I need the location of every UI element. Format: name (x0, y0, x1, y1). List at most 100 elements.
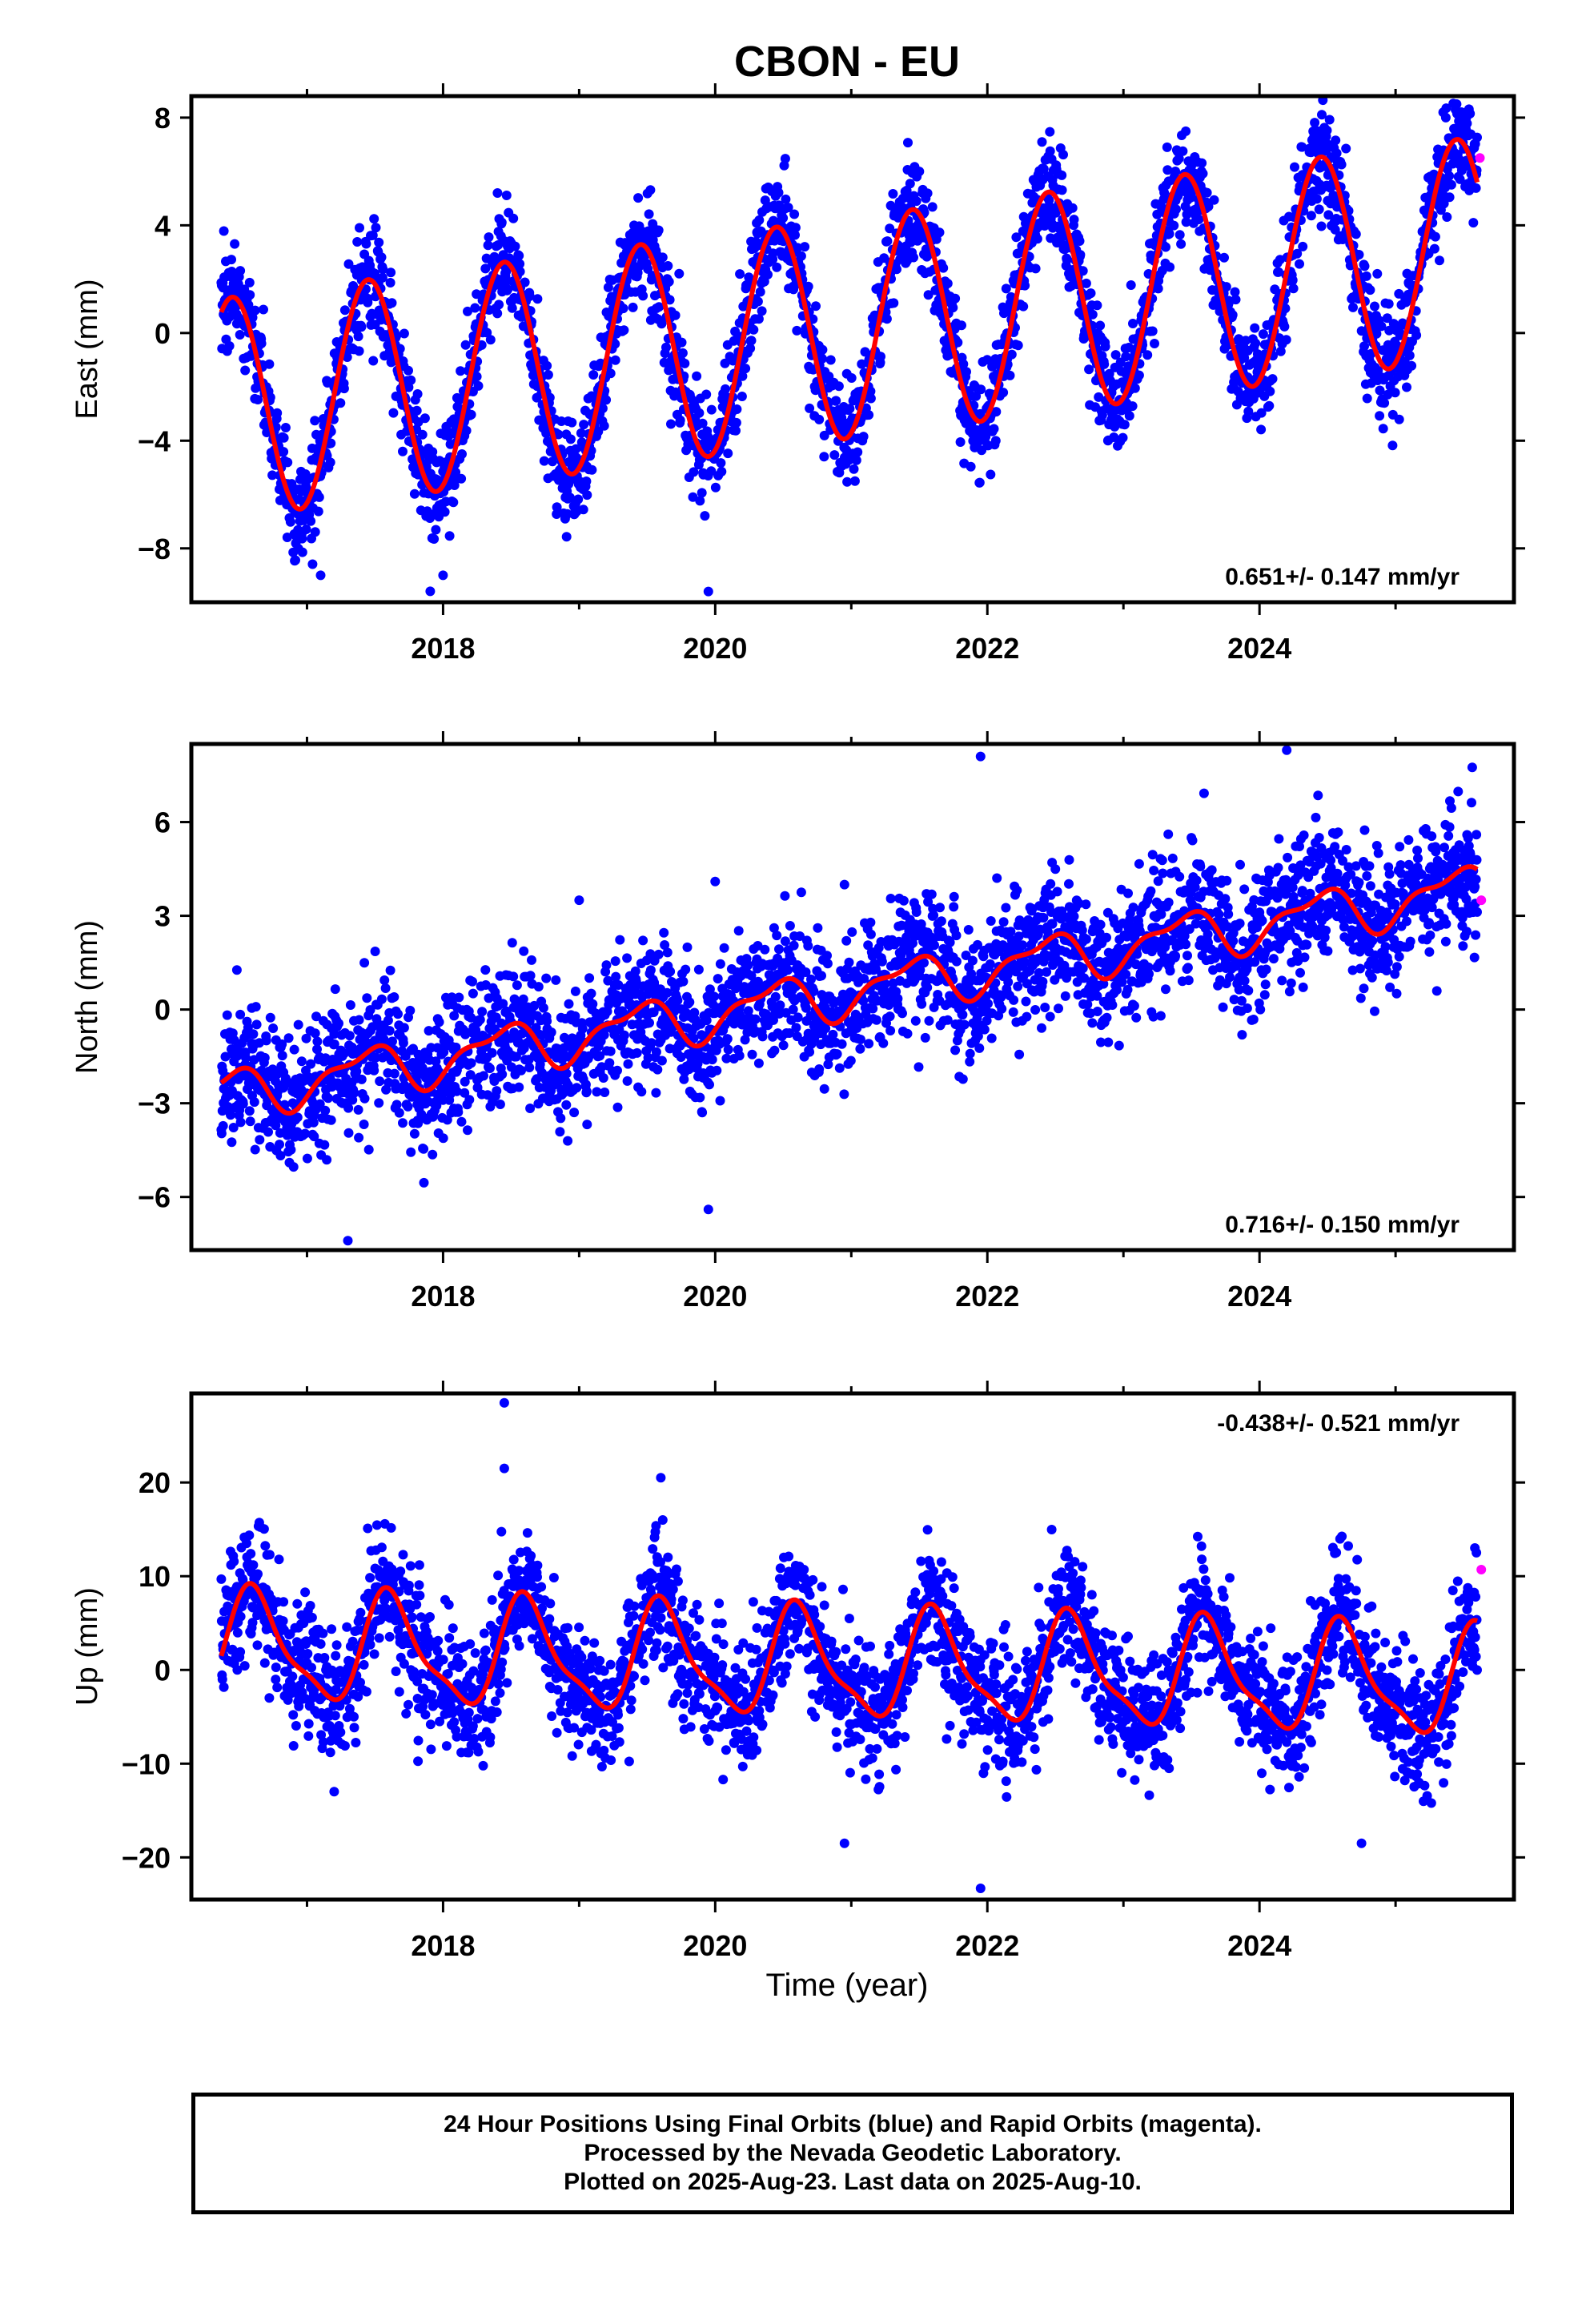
data-point (1280, 304, 1291, 314)
data-point (454, 992, 464, 1003)
data-point (226, 1110, 235, 1120)
data-point (1365, 285, 1375, 296)
data-point (1050, 207, 1061, 218)
data-point (405, 1005, 416, 1015)
data-point (359, 1093, 370, 1104)
data-point (646, 1038, 656, 1048)
data-point (595, 1051, 605, 1061)
data-point (268, 1023, 279, 1033)
data-point (399, 328, 409, 339)
data-point (544, 392, 555, 403)
data-point (656, 319, 667, 329)
data-point (314, 492, 324, 502)
data-point (992, 873, 1002, 883)
data-point (1275, 346, 1286, 356)
data-point (963, 925, 974, 935)
east-frame (189, 94, 1516, 605)
data-point (363, 294, 373, 304)
data-point (851, 455, 861, 465)
data-point (822, 959, 833, 969)
data-point (700, 511, 710, 521)
data-point (556, 416, 567, 426)
data-point (949, 891, 959, 902)
data-point (965, 1056, 975, 1067)
data-point (548, 456, 558, 467)
data-point (991, 407, 1002, 417)
data-point (374, 1098, 384, 1108)
data-point (929, 911, 939, 920)
data-point (811, 301, 821, 312)
data-point (419, 1144, 429, 1154)
data-point (516, 1065, 526, 1076)
data-point (501, 191, 512, 200)
data-point (790, 230, 800, 240)
data-point (1290, 162, 1299, 172)
data-point (250, 305, 260, 316)
data-point (1169, 220, 1179, 231)
data-point (950, 1045, 961, 1055)
data-point (456, 366, 466, 376)
data-point (1324, 115, 1335, 125)
data-point (235, 1009, 246, 1019)
data-point (601, 960, 612, 971)
data-point (868, 1003, 878, 1014)
data-point (638, 935, 648, 946)
data-point (741, 364, 751, 374)
data-point (612, 1065, 622, 1076)
data-point (359, 958, 370, 968)
data-point (942, 1015, 953, 1025)
data-point (503, 284, 513, 295)
data-point (863, 940, 873, 951)
data-point (623, 1059, 633, 1069)
data-point (664, 276, 674, 287)
data-point (277, 1039, 287, 1049)
data-point (1094, 392, 1104, 402)
data-point (819, 452, 829, 462)
data-point (264, 359, 275, 369)
data-point (248, 1029, 259, 1039)
data-point (962, 367, 971, 377)
data-point (417, 429, 428, 440)
data-point (310, 1028, 320, 1039)
data-point (723, 1044, 733, 1055)
data-point (354, 346, 364, 356)
data-point (685, 997, 695, 1007)
data-point (790, 223, 801, 233)
data-point (677, 337, 687, 348)
data-point (603, 282, 613, 292)
data-point (480, 263, 491, 274)
data-point (510, 241, 520, 251)
data-point (588, 370, 599, 380)
data-point (1020, 280, 1030, 291)
data-point (842, 476, 853, 487)
data-point (783, 965, 793, 975)
data-point (582, 490, 592, 501)
x-tick-label: 2020 (683, 632, 747, 665)
data-point (958, 1074, 968, 1084)
data-point (885, 200, 896, 211)
data-point (279, 447, 289, 457)
data-point (753, 296, 763, 307)
data-point (370, 268, 380, 279)
data-point (376, 252, 387, 263)
data-point (611, 971, 621, 982)
data-point (1264, 400, 1275, 411)
north-final-points (216, 745, 1482, 1246)
data-point (930, 940, 939, 951)
data-point (1379, 398, 1390, 408)
data-point (1230, 287, 1240, 297)
data-point (1161, 242, 1170, 252)
data-point (893, 994, 903, 1003)
data-point (484, 993, 494, 1003)
data-point (1221, 282, 1231, 292)
data-point (1250, 323, 1260, 333)
data-point (1471, 183, 1481, 193)
data-point (1067, 203, 1078, 213)
data-point (953, 337, 963, 348)
data-point (737, 371, 748, 381)
data-point (982, 355, 993, 365)
data-point (511, 1051, 521, 1062)
data-point (472, 372, 482, 382)
data-point (871, 964, 881, 975)
data-point (697, 488, 707, 498)
